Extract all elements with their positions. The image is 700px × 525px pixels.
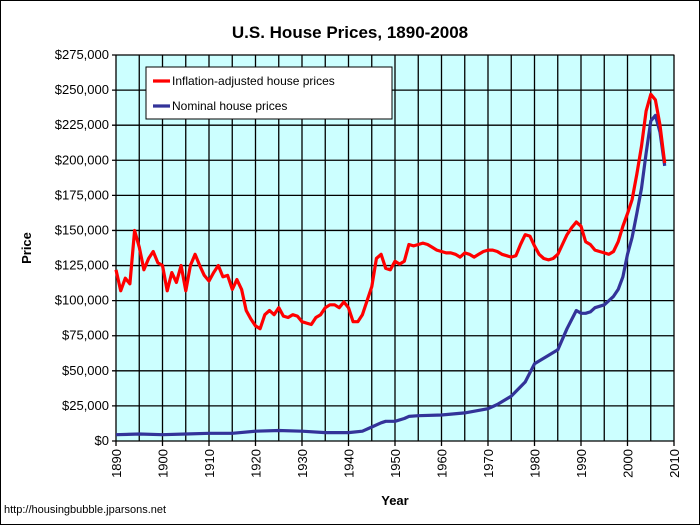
legend-label: Inflation-adjusted house prices bbox=[172, 74, 335, 88]
x-tick-label: 1900 bbox=[156, 449, 171, 478]
y-tick-label: $175,000 bbox=[55, 187, 109, 202]
x-tick-label: 2010 bbox=[667, 449, 682, 478]
y-tick-label: $150,000 bbox=[55, 222, 109, 237]
series-line-nominal bbox=[115, 113, 667, 437]
legend-label: Nominal house prices bbox=[172, 99, 287, 113]
x-tick-label: 1990 bbox=[574, 449, 589, 478]
x-tick-label: 1950 bbox=[388, 449, 403, 478]
x-tick-label: 1960 bbox=[435, 449, 450, 478]
y-tick-label: $0 bbox=[95, 433, 109, 448]
y-tick-label: $225,000 bbox=[55, 117, 109, 132]
y-tick-label: $250,000 bbox=[55, 82, 109, 97]
x-tick-label: 1970 bbox=[481, 449, 496, 478]
x-tick-label: 2000 bbox=[621, 449, 636, 478]
series-line-inflation-adjusted bbox=[114, 92, 667, 331]
y-axis-label: Price bbox=[19, 232, 34, 264]
y-tick-label: $25,000 bbox=[62, 398, 109, 413]
source-url: http://housingbubble.jparsons.net bbox=[4, 504, 167, 516]
legend bbox=[145, 66, 393, 120]
chart-title: U.S. House Prices, 1890-2008 bbox=[232, 23, 468, 42]
x-tick-label: 1910 bbox=[202, 449, 217, 478]
x-tick-label: 1920 bbox=[249, 449, 264, 478]
x-axis-label: Year bbox=[381, 493, 408, 508]
y-tick-label: $75,000 bbox=[62, 328, 109, 343]
y-tick-label: $100,000 bbox=[55, 293, 109, 308]
x-tick-label: 1940 bbox=[342, 449, 357, 478]
x-tick-label: 1980 bbox=[528, 449, 543, 478]
y-tick-label: $200,000 bbox=[55, 152, 109, 167]
y-tick-label: $275,000 bbox=[55, 47, 109, 62]
y-tick-label: $50,000 bbox=[62, 363, 109, 378]
y-tick-label: $125,000 bbox=[55, 258, 109, 273]
x-tick-label: 1890 bbox=[109, 449, 124, 478]
x-tick-label: 1930 bbox=[295, 449, 310, 478]
